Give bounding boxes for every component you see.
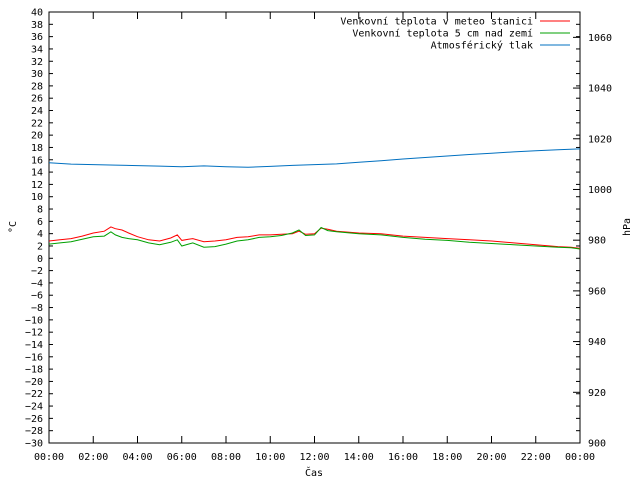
x-tick-label: 06:00 xyxy=(167,452,197,463)
x-tick-label: 22:00 xyxy=(521,452,551,463)
y-tick-label: −4 xyxy=(31,278,43,289)
x-tick-label: 00:00 xyxy=(34,452,64,463)
series-lines xyxy=(48,148,581,250)
x-tick-label: 00:00 xyxy=(565,452,595,463)
y2-tick-label: 1020 xyxy=(588,134,612,145)
y-tick-label: 12 xyxy=(31,180,43,191)
y-tick-label: −24 xyxy=(25,402,43,413)
y-tick-label: −20 xyxy=(25,377,43,388)
x-tick-label: 14:00 xyxy=(344,452,374,463)
x-axis: 00:00 02:00 04:00 06:00 08:00 10:00 12:00 14:00… xyxy=(34,12,595,463)
x-tick-label: 10:00 xyxy=(255,452,285,463)
y-tick-label: 26 xyxy=(31,94,43,105)
y-axis-right: 900 920 940 960 980 1000 1020 1040 1060 xyxy=(573,33,612,450)
legend-label: Venkovní teplota 5 cm nad zemí xyxy=(352,28,533,40)
y2-tick-label: 1040 xyxy=(588,84,612,95)
y2-tick-label: 1060 xyxy=(588,33,612,44)
series-line-1 xyxy=(48,226,581,249)
y-tick-label: 10 xyxy=(31,192,43,203)
y2-tick-label: 980 xyxy=(588,236,606,247)
x-tick-label: 04:00 xyxy=(122,452,152,463)
y2-axis-label: hPa xyxy=(622,218,633,236)
y-tick-label: 8 xyxy=(37,205,43,216)
y-tick-label: −22 xyxy=(25,389,43,400)
y-tick-label: 28 xyxy=(31,81,43,92)
y2-tick-label: 940 xyxy=(588,337,606,348)
series-line-2 xyxy=(48,226,581,250)
y-tick-label: −30 xyxy=(25,439,43,450)
y-tick-label: 2 xyxy=(37,241,43,252)
y2-tick-label: 1000 xyxy=(588,185,612,196)
y-tick-label: 22 xyxy=(31,118,43,129)
y-tick-label: 6 xyxy=(37,217,43,228)
y-tick-label: 0 xyxy=(37,254,43,265)
y-tick-label: −26 xyxy=(25,414,43,425)
y-axis-label: °C xyxy=(8,221,19,233)
y-tick-label: 4 xyxy=(37,229,43,240)
y2-tick-label: 960 xyxy=(588,286,606,297)
y-tick-label: −10 xyxy=(25,315,43,326)
y-tick-label: 24 xyxy=(31,106,43,117)
y-tick-label: 32 xyxy=(31,57,43,68)
y-tick-label: −18 xyxy=(25,365,43,376)
x-tick-label: 12:00 xyxy=(299,452,329,463)
y-tick-label: 38 xyxy=(31,20,43,31)
y-tick-label: −16 xyxy=(25,352,43,363)
legend: Venkovní teplota v meteo staniciVenkovní… xyxy=(340,16,570,52)
y-tick-label: 20 xyxy=(31,131,43,142)
plot-frame xyxy=(48,11,581,444)
y-tick-label: −12 xyxy=(25,328,43,339)
x-axis-label: Čas xyxy=(305,466,323,479)
x-tick-label: 02:00 xyxy=(78,452,108,463)
x-tick-label: 08:00 xyxy=(211,452,241,463)
y-tick-label: −28 xyxy=(25,426,43,437)
y-tick-label: 14 xyxy=(31,168,43,179)
y-axis-left: −30−28−26−24−22−20−18−16−14−12−10−8−6−4−… xyxy=(25,8,580,450)
y-tick-label: −14 xyxy=(25,340,43,351)
x-tick-label: 20:00 xyxy=(476,452,506,463)
y-tick-label: 18 xyxy=(31,143,43,154)
y-tick-label: 40 xyxy=(31,8,43,19)
series-line-3 xyxy=(48,148,581,168)
legend-label: Venkovní teplota v meteo stanici xyxy=(340,16,533,28)
x-tick-label: 18:00 xyxy=(432,452,462,463)
y-tick-label: 36 xyxy=(31,32,43,43)
y-tick-label: 16 xyxy=(31,155,43,166)
y-tick-label: −8 xyxy=(31,303,43,314)
y-tick-label: 34 xyxy=(31,44,43,55)
y-tick-label: −2 xyxy=(31,266,43,277)
y-tick-label: −6 xyxy=(31,291,43,302)
y2-tick-label: 900 xyxy=(588,439,606,450)
x-tick-label: 16:00 xyxy=(388,452,418,463)
legend-label: Atmosférický tlak xyxy=(431,40,533,52)
y2-tick-label: 920 xyxy=(588,388,606,399)
y-tick-label: 30 xyxy=(31,69,43,80)
